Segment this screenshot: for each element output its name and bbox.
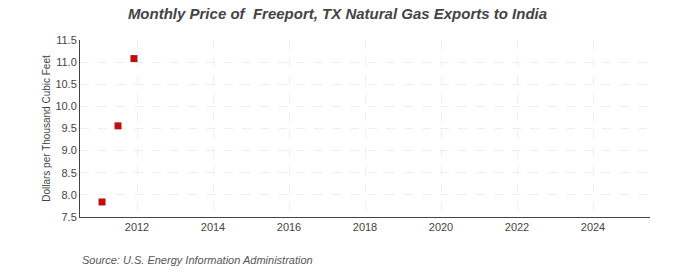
svg-text:7.5: 7.5: [62, 211, 77, 223]
svg-text:Dollars per Thousand Cubic Fee: Dollars per Thousand Cubic Feet: [41, 55, 52, 202]
svg-text:11.0: 11.0: [56, 56, 77, 68]
svg-text:9.0: 9.0: [62, 144, 77, 156]
svg-text:10.0: 10.0: [55, 100, 76, 112]
svg-text:9.5: 9.5: [62, 122, 77, 134]
svg-text:11.5: 11.5: [56, 34, 77, 46]
svg-text:2018: 2018: [353, 221, 377, 233]
svg-text:2016: 2016: [277, 221, 301, 233]
svg-text:2014: 2014: [201, 221, 225, 233]
svg-text:2012: 2012: [125, 221, 149, 233]
svg-text:2024: 2024: [581, 221, 605, 233]
svg-text:8.0: 8.0: [62, 189, 77, 201]
svg-text:2022: 2022: [505, 221, 529, 233]
svg-text:Monthly Price of Freeport, TX: Monthly Price of Freeport, TX Natural Ga…: [128, 5, 547, 22]
svg-text:8.5: 8.5: [62, 167, 77, 179]
svg-text:Source: U.S. Energy Informatio: Source: U.S. Energy Information Administ…: [82, 254, 313, 266]
svg-text:10.5: 10.5: [55, 78, 76, 90]
svg-text:2020: 2020: [429, 221, 453, 233]
